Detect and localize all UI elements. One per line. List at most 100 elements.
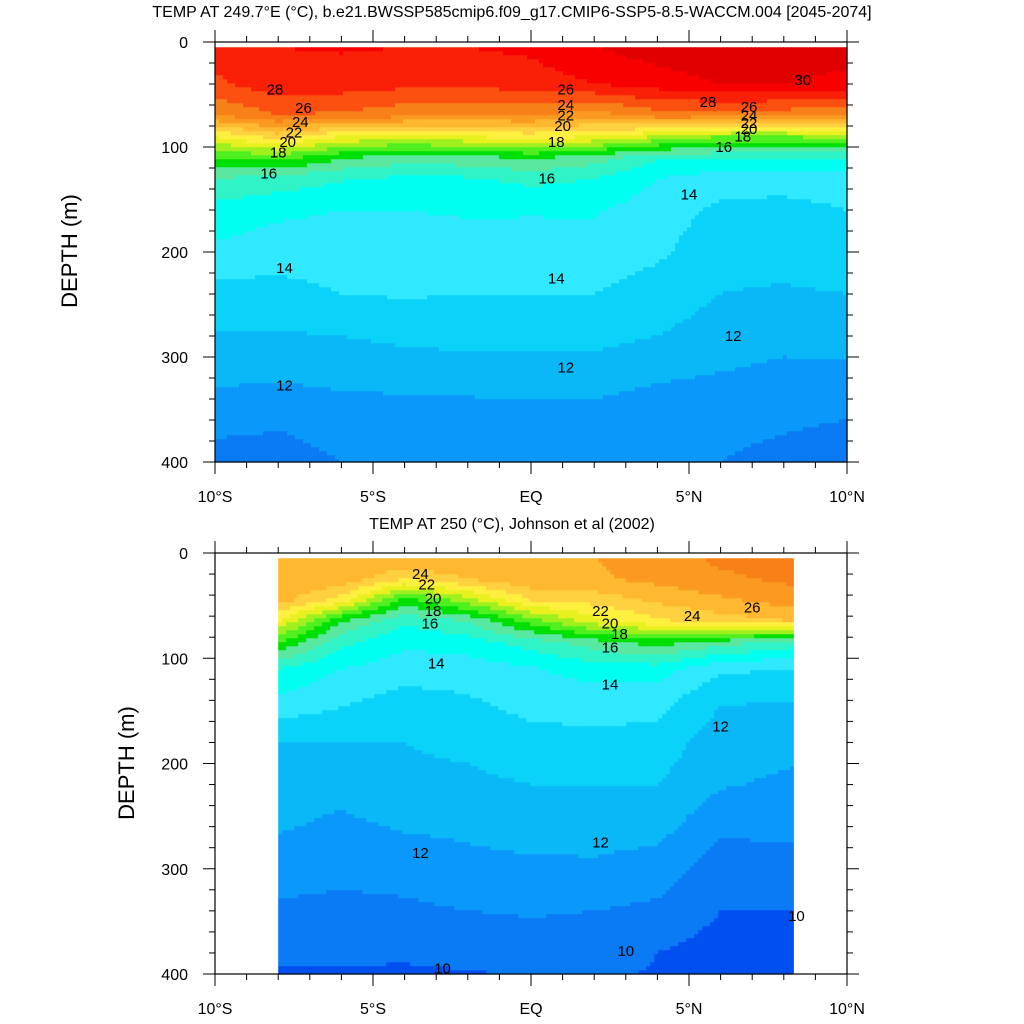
field-cell bbox=[455, 63, 460, 68]
field-cell bbox=[823, 71, 828, 76]
field-cell bbox=[783, 87, 788, 92]
field-cell bbox=[383, 63, 388, 68]
field-cell bbox=[607, 151, 612, 156]
field-cell bbox=[367, 91, 372, 96]
field-cell bbox=[787, 127, 792, 132]
field-cell bbox=[691, 67, 696, 72]
field-cell bbox=[355, 167, 360, 172]
field-cell bbox=[339, 95, 344, 100]
field-cell bbox=[423, 163, 428, 168]
field-cell bbox=[219, 83, 224, 88]
field-cell bbox=[263, 127, 268, 132]
field-cell bbox=[375, 163, 380, 168]
field-cell bbox=[215, 111, 220, 116]
field-cell bbox=[311, 155, 316, 160]
field-cell bbox=[595, 167, 600, 172]
field-cell bbox=[499, 91, 504, 96]
field-cell bbox=[407, 143, 412, 148]
field-cell bbox=[375, 79, 380, 84]
field-cell bbox=[783, 143, 788, 148]
field-cell bbox=[455, 171, 460, 176]
field-cell bbox=[831, 55, 836, 60]
field-cell bbox=[739, 67, 744, 72]
field-cell bbox=[311, 147, 316, 152]
field-cell bbox=[707, 59, 712, 64]
field-cell bbox=[243, 147, 248, 152]
field-cell bbox=[703, 119, 708, 124]
field-cell bbox=[247, 135, 252, 140]
field-cell bbox=[375, 147, 380, 152]
field-cell bbox=[427, 107, 432, 112]
field-cell bbox=[407, 67, 412, 72]
field-cell bbox=[555, 143, 560, 148]
field-cell bbox=[723, 163, 728, 168]
field-cell bbox=[247, 87, 252, 92]
field-cell bbox=[463, 71, 468, 76]
field-cell bbox=[691, 83, 696, 88]
field-cell bbox=[511, 55, 516, 60]
field-cell bbox=[695, 59, 700, 64]
field-cell bbox=[483, 139, 488, 144]
field-cell bbox=[439, 167, 444, 172]
field-cell bbox=[627, 119, 632, 124]
field-cell bbox=[775, 59, 780, 64]
field-cell bbox=[495, 67, 500, 72]
field-cell bbox=[767, 139, 772, 144]
field-cell bbox=[803, 79, 808, 84]
field-cell bbox=[499, 47, 504, 52]
field-cell bbox=[843, 143, 848, 148]
field-cell bbox=[279, 139, 284, 144]
field-cell bbox=[267, 111, 272, 116]
field-cell bbox=[651, 75, 656, 80]
field-cell bbox=[687, 103, 692, 108]
field-cell bbox=[703, 67, 708, 72]
field-cell bbox=[475, 111, 480, 116]
field-cell bbox=[667, 139, 672, 144]
field-cell bbox=[691, 103, 696, 108]
field-cell bbox=[551, 155, 556, 160]
field-cell bbox=[483, 131, 488, 136]
field-cell bbox=[423, 83, 428, 88]
field-cell bbox=[843, 87, 848, 92]
field-cell bbox=[595, 63, 600, 68]
field-cell bbox=[387, 131, 392, 136]
field-cell bbox=[831, 87, 836, 92]
field-cell bbox=[463, 135, 468, 140]
field-cell bbox=[539, 123, 544, 128]
field-cell bbox=[339, 147, 344, 152]
field-cell bbox=[663, 159, 668, 164]
field-cell bbox=[591, 127, 596, 132]
field-cell bbox=[691, 163, 696, 168]
field-cell bbox=[579, 167, 584, 172]
field-cell bbox=[615, 59, 620, 64]
field-cell bbox=[815, 95, 820, 100]
field-cell bbox=[567, 147, 572, 152]
field-cell bbox=[323, 111, 328, 116]
field-cell bbox=[563, 167, 568, 172]
field-cell bbox=[387, 139, 392, 144]
field-cell bbox=[399, 79, 404, 84]
field-cell bbox=[403, 151, 408, 156]
field-cell bbox=[611, 115, 616, 120]
field-cell bbox=[551, 107, 556, 112]
field-cell bbox=[547, 59, 552, 64]
field-cell bbox=[591, 115, 596, 120]
field-cell bbox=[695, 67, 700, 72]
field-cell bbox=[655, 71, 660, 76]
field-cell bbox=[467, 155, 472, 160]
field-cell bbox=[383, 47, 388, 52]
field-cell bbox=[711, 139, 716, 144]
field-cell bbox=[807, 155, 812, 160]
field-cell bbox=[695, 83, 700, 88]
field-cell bbox=[447, 103, 452, 108]
field-cell bbox=[579, 79, 584, 84]
field-cell bbox=[675, 115, 680, 120]
field-cell bbox=[339, 171, 344, 176]
field-cell bbox=[295, 47, 300, 52]
field-cell bbox=[255, 131, 260, 136]
field-cell bbox=[835, 83, 840, 88]
field-cell bbox=[803, 127, 808, 132]
field-cell bbox=[683, 87, 688, 92]
field-cell bbox=[475, 127, 480, 132]
field-cell bbox=[675, 123, 680, 128]
